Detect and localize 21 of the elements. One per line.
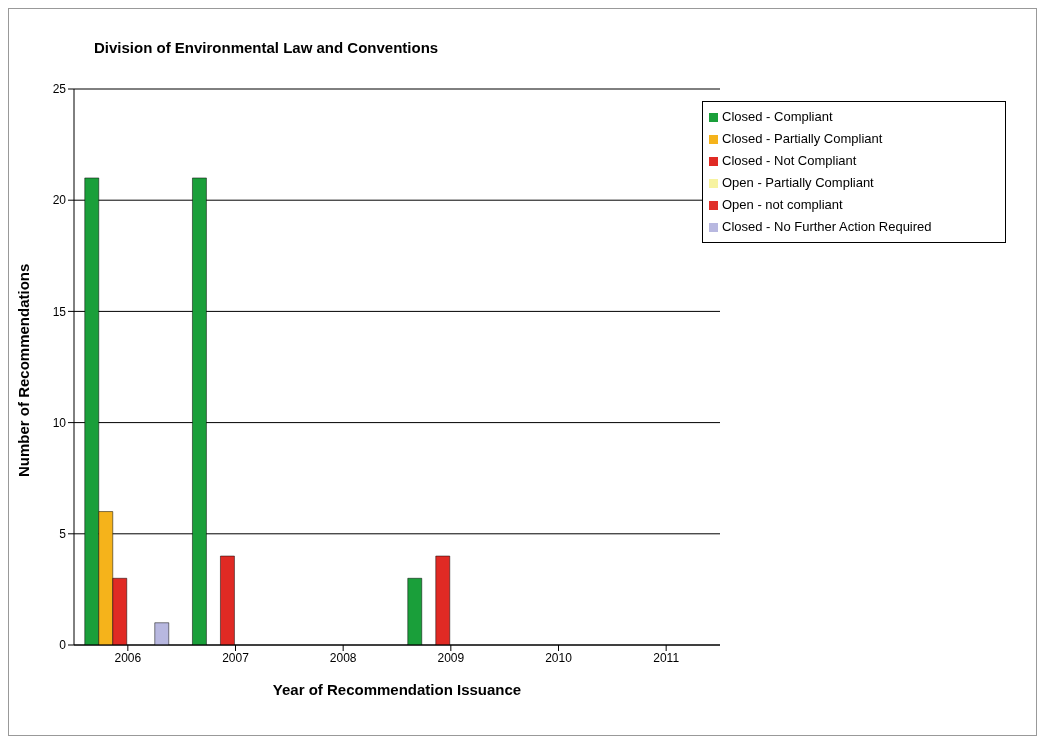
y-tick-label: 5: [59, 527, 67, 542]
x-tick-label: 2008: [329, 650, 357, 665]
legend-label: Closed - Compliant: [722, 109, 833, 124]
x-tick-label: 2006: [114, 650, 142, 665]
legend-label: Closed - Partially Compliant: [722, 131, 883, 146]
legend-label: Open - not compliant: [722, 197, 843, 212]
x-tick-label: 2007: [222, 650, 250, 665]
x-tick-label: 2011: [653, 650, 680, 665]
y-axis-title: Number of Recommendations: [15, 263, 33, 477]
y-tick-label: 0: [59, 638, 67, 653]
y-tick-label: 10: [52, 415, 67, 430]
x-axis-title: Year of Recommendation Issuance: [272, 681, 522, 698]
y-tick-label: 20: [52, 193, 67, 208]
y-tick-label: 15: [52, 304, 67, 319]
x-tick-label: 2009: [437, 650, 465, 665]
chart-title: Division of Environmental Law and Conventions: [94, 39, 439, 56]
x-tick-label: 2010: [545, 650, 573, 665]
legend-label: Closed - No Further Action Required: [722, 219, 932, 234]
legend-label: Open - Partially Compliant: [722, 175, 874, 190]
y-tick-label: 25: [52, 82, 67, 97]
legend-label: Closed - Not Compliant: [722, 153, 857, 168]
